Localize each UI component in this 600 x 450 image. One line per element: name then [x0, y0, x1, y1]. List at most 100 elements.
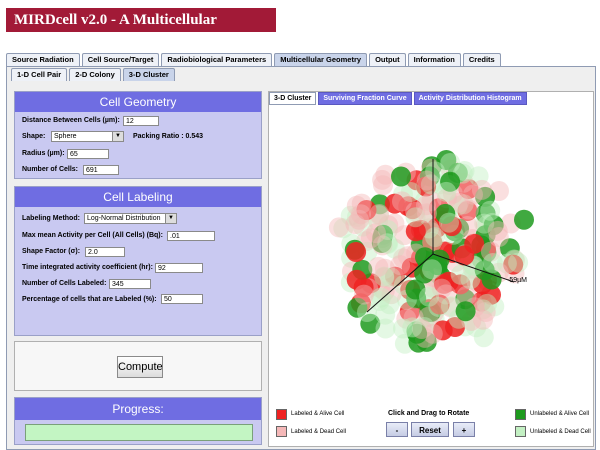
- cluster-cell: [352, 216, 373, 237]
- cluster-cell: [458, 179, 479, 199]
- tab-activity-distribution-histogram[interactable]: Activity Distribution Histogram: [413, 92, 527, 105]
- cluster-cell: [473, 309, 493, 330]
- tab-information[interactable]: Information: [407, 53, 461, 66]
- cluster-cell: [496, 253, 517, 274]
- max-activity-input[interactable]: .01: [167, 231, 215, 241]
- cluster-cell: [475, 186, 496, 207]
- shape-select[interactable]: Sphere ▼: [51, 131, 124, 142]
- tab-2d-colony[interactable]: 2-D Colony: [69, 68, 121, 81]
- main-tab-bar: Source Radiation Cell Source/Target Radi…: [6, 53, 503, 66]
- time-coefficient-label: Time integrated activity coefficient (hr…: [22, 264, 153, 271]
- cluster-cell: [375, 164, 396, 185]
- cluster-canvas[interactable]: -59µM: [269, 104, 593, 399]
- labeled-dead-legend: Labeled & Dead Cell: [291, 429, 347, 435]
- tab-cell-source-target[interactable]: Cell Source/Target: [81, 53, 160, 66]
- cluster-cell: [373, 224, 394, 245]
- labeling-method-label: Labeling Method:: [22, 215, 80, 222]
- cluster-cell: [381, 267, 401, 288]
- cell-geometry-panel: Cell Geometry Distance Between Cells (µm…: [14, 91, 262, 179]
- sub-tab-bar: 1-D Cell Pair 2-D Colony 3-D Cluster: [11, 68, 177, 81]
- tab-source-radiation[interactable]: Source Radiation: [6, 53, 80, 66]
- zoom-out-button[interactable]: -: [386, 422, 408, 437]
- cluster-cell: [420, 174, 441, 195]
- cluster-cell: [436, 181, 457, 202]
- labeled-alive-legend: Labeled & Alive Cell: [291, 411, 345, 417]
- cluster-cell: [474, 213, 495, 234]
- cluster-cell: [346, 269, 367, 290]
- cluster-cell: [448, 192, 469, 213]
- cluster-cell: [379, 294, 400, 315]
- cluster-cell: [473, 299, 494, 320]
- cluster-cell: [488, 227, 509, 247]
- cluster-cell: [377, 220, 398, 240]
- cluster-cell: [455, 301, 476, 322]
- cluster-cell: [503, 254, 524, 275]
- cluster-cell: [416, 195, 436, 216]
- cluster-cell: [453, 194, 474, 215]
- unlabeled-alive-legend: Unlabeled & Alive Cell: [530, 411, 590, 417]
- percent-labeled-input[interactable]: 50: [161, 294, 203, 304]
- cluster-cell: [405, 207, 426, 228]
- cell-labeling-panel: Cell Labeling Labeling Method: Log-Norma…: [14, 186, 262, 336]
- tab-1d-cell-pair[interactable]: 1-D Cell Pair: [11, 68, 68, 81]
- tab-output[interactable]: Output: [369, 53, 406, 66]
- cluster-cell: [349, 209, 369, 230]
- tab-3d-cluster[interactable]: 3-D Cluster: [122, 68, 175, 81]
- tab-multicellular-geometry[interactable]: Multicellular Geometry: [274, 53, 368, 66]
- cluster-cell: [375, 318, 396, 339]
- app-title: MIRDcell v2.0 - A Multicellular Dosimetr…: [6, 8, 276, 52]
- compute-button[interactable]: Compute: [117, 356, 163, 378]
- cluster-cell: [436, 188, 457, 209]
- cluster-cell: [456, 285, 477, 306]
- cluster-cell: [468, 166, 489, 187]
- labeled-alive-swatch: [276, 409, 287, 420]
- cluster-cell: [454, 245, 475, 266]
- time-coefficient-input[interactable]: 92: [155, 263, 203, 273]
- radius-label: Radius (µm):: [22, 150, 65, 157]
- cluster-cell: [422, 323, 443, 344]
- cells-labeled-input[interactable]: 345: [109, 279, 151, 289]
- cells-labeled-label: Number of Cells Labeled:: [22, 280, 107, 287]
- cluster-cell: [480, 200, 501, 221]
- cluster-cell: [400, 182, 421, 202]
- cluster-cell: [372, 169, 393, 190]
- cluster-cell: [482, 253, 503, 273]
- cluster-cell: [372, 235, 393, 256]
- cluster-cell: [463, 184, 483, 205]
- cluster-cell: [369, 204, 390, 224]
- cluster-cell: [402, 317, 423, 338]
- reset-button[interactable]: Reset: [411, 422, 449, 437]
- number-of-cells-input[interactable]: 691: [83, 165, 119, 175]
- cluster-cell: [385, 266, 405, 287]
- cluster-cell: [356, 200, 377, 220]
- radius-input[interactable]: 65: [67, 149, 109, 159]
- cluster-cell: [340, 205, 361, 226]
- cluster-cell: [360, 228, 381, 249]
- cluster-cell: [508, 252, 529, 273]
- distance-input[interactable]: 12: [123, 116, 159, 126]
- labeling-method-select[interactable]: Log-Normal Distribution ▼: [84, 213, 177, 224]
- cluster-cell: [440, 171, 461, 192]
- unlabeled-alive-swatch: [515, 409, 526, 420]
- cluster-cell: [514, 209, 534, 230]
- shape-factor-input[interactable]: 2.0: [85, 247, 125, 257]
- cluster-cell: [374, 258, 395, 279]
- tab-3d-cluster-view[interactable]: 3-D Cluster: [269, 92, 317, 105]
- chevron-down-icon[interactable]: ▼: [165, 214, 176, 223]
- cluster-cell: [435, 284, 456, 305]
- progress-bar: [25, 424, 253, 441]
- cluster-cell: [475, 302, 496, 322]
- tab-surviving-fraction-curve[interactable]: Surviving Fraction Curve: [318, 92, 412, 105]
- number-of-cells-label: Number of Cells:: [22, 166, 79, 173]
- cluster-cell: [360, 313, 381, 334]
- cluster-cell: [405, 201, 426, 222]
- cluster-cell: [440, 153, 461, 173]
- tab-credits[interactable]: Credits: [462, 53, 501, 66]
- chevron-down-icon[interactable]: ▼: [112, 132, 123, 141]
- labeling-method-value: Log-Normal Distribution: [87, 215, 161, 222]
- cluster-cell: [425, 227, 445, 248]
- tab-radiobiological-parameters[interactable]: Radiobiological Parameters: [161, 53, 273, 66]
- cluster-cell: [483, 215, 504, 236]
- cluster-cell: [499, 238, 520, 259]
- zoom-in-button[interactable]: +: [453, 422, 475, 437]
